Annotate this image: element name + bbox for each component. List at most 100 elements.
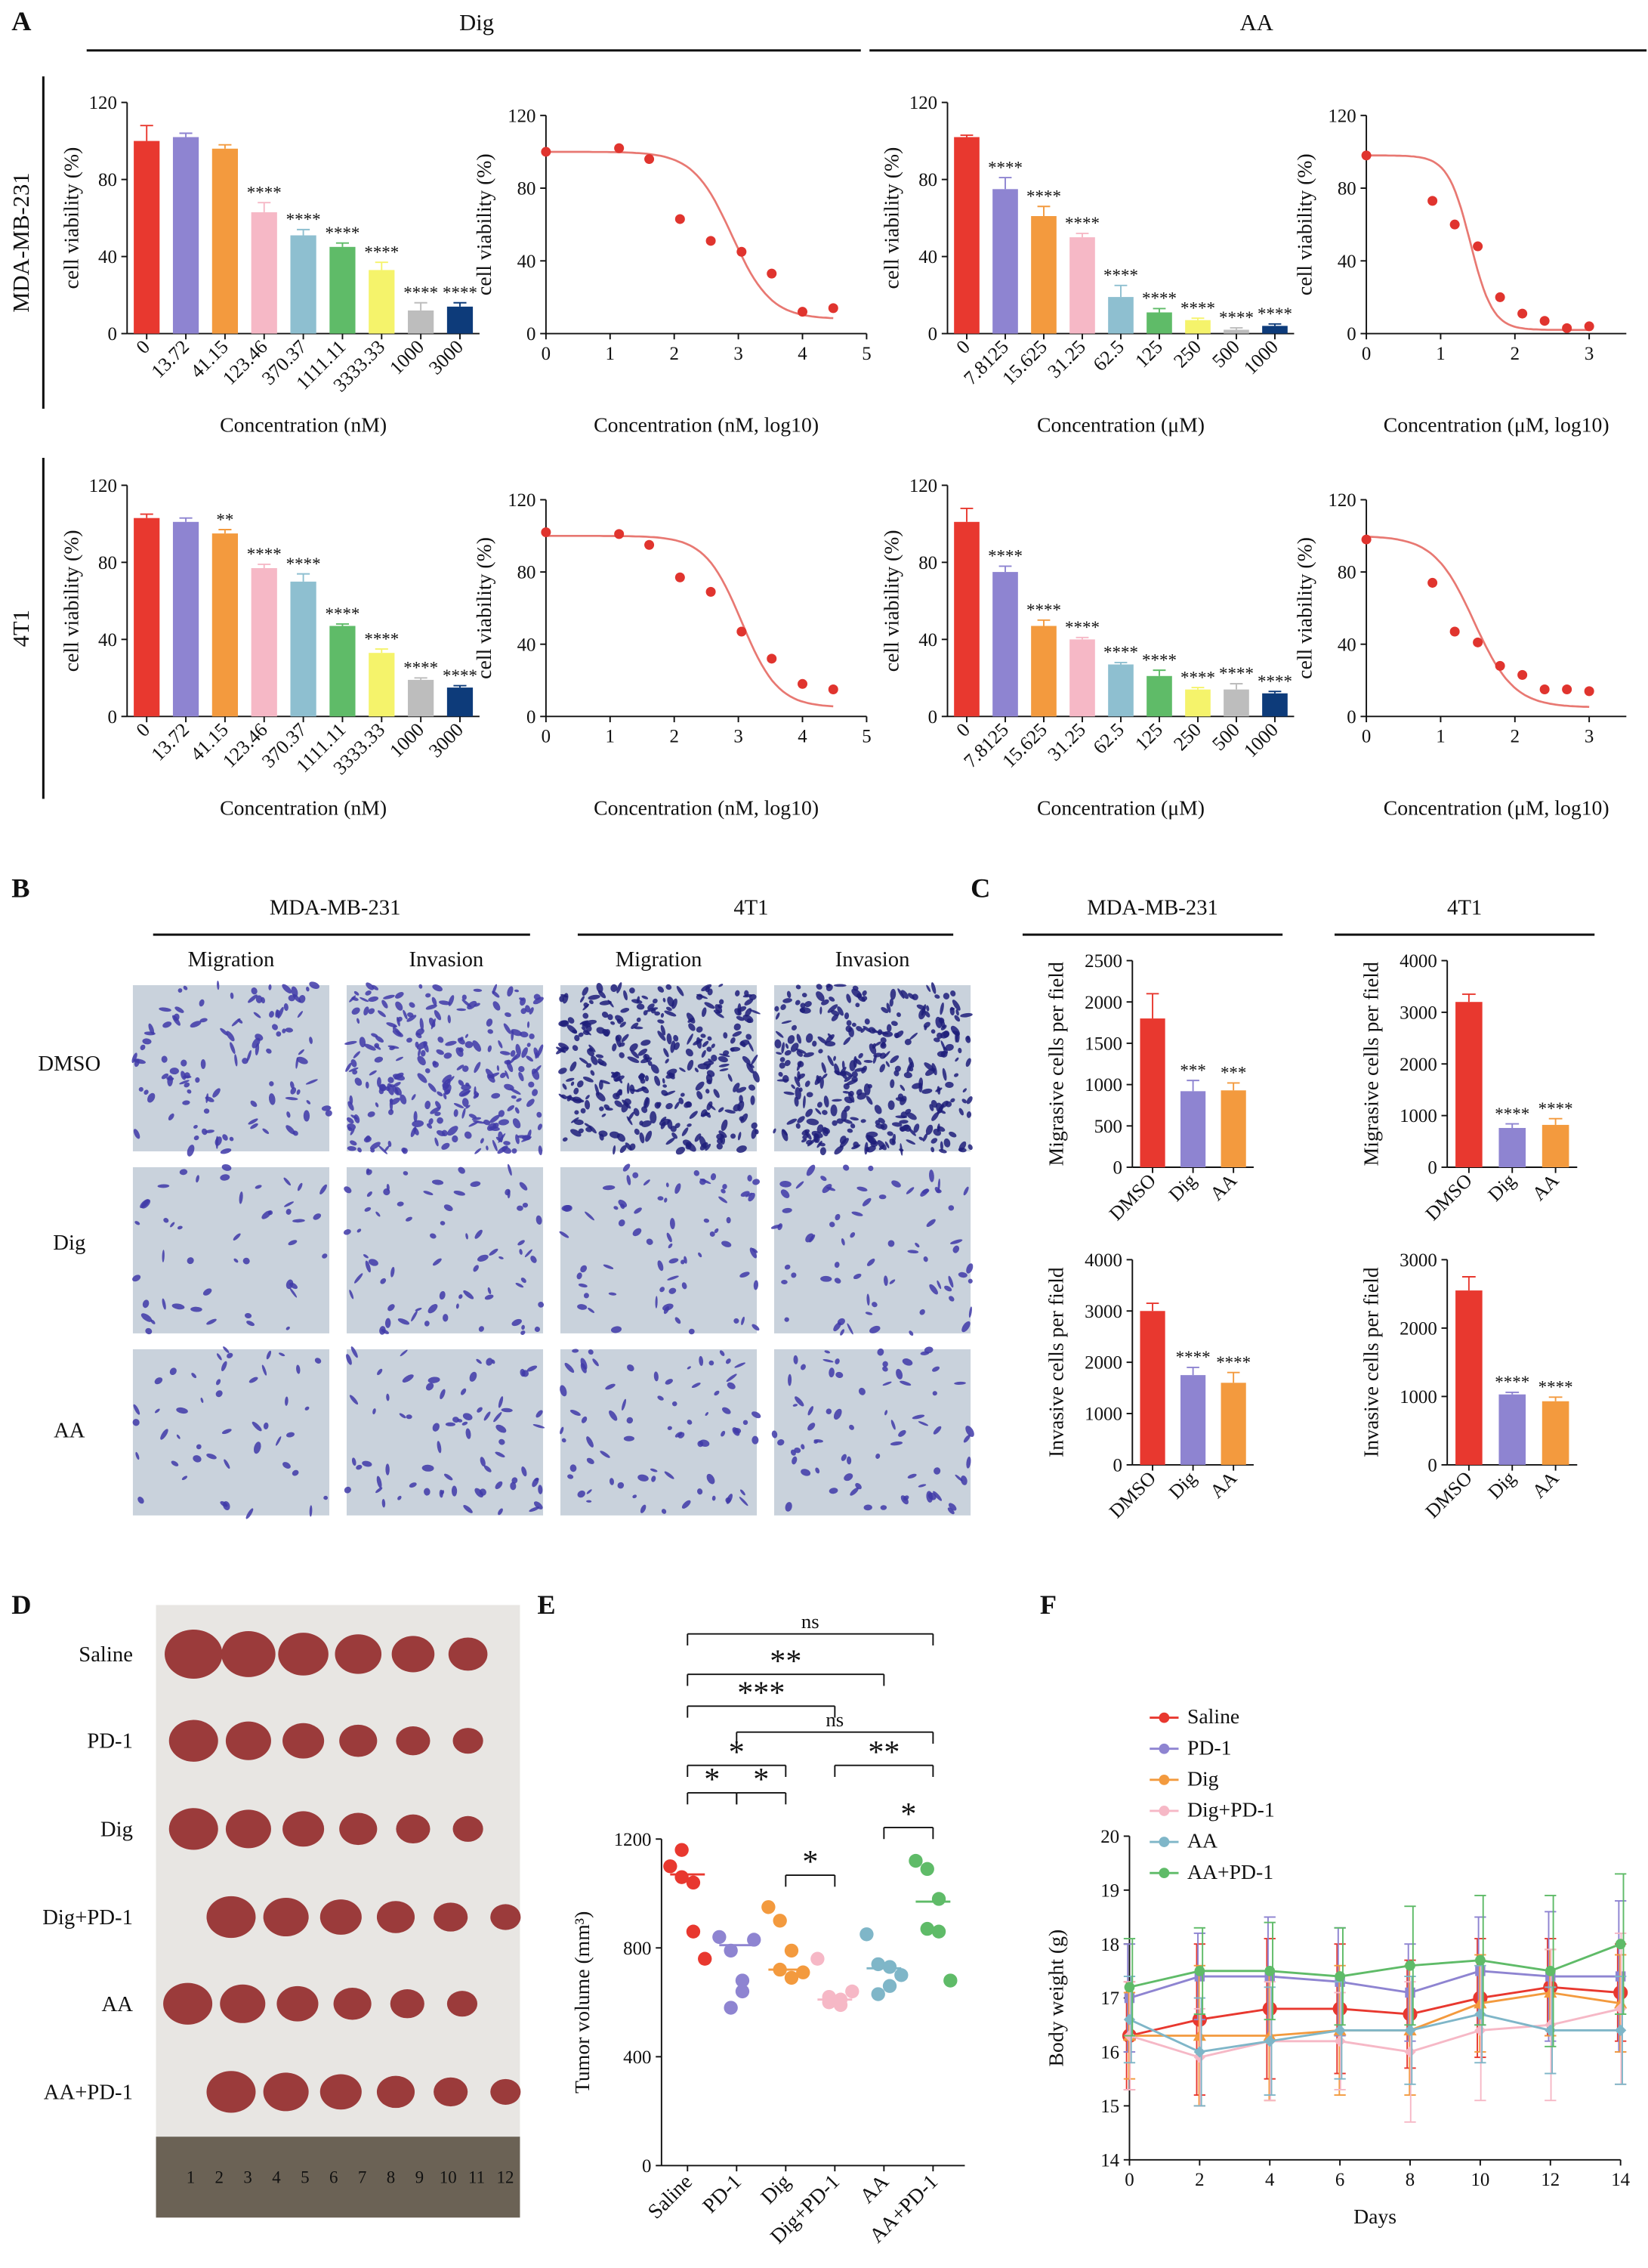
tumor <box>206 1896 256 1939</box>
chart-a2-data-point <box>614 143 625 153</box>
stained-cell <box>354 1273 363 1284</box>
chart-a5-category-label: 1000 <box>385 718 428 762</box>
chart-e-data-point <box>735 1984 750 1999</box>
stained-cell <box>688 1023 696 1031</box>
panel-letter-c: C <box>971 873 990 903</box>
stained-cell <box>596 983 603 993</box>
chart-a1-sig-label: **** <box>403 283 438 302</box>
stained-cell <box>468 1114 477 1119</box>
stained-cell <box>726 1216 731 1224</box>
micrograph-background <box>560 1166 758 1333</box>
stained-cell <box>531 1068 540 1080</box>
stained-cell <box>526 1055 534 1062</box>
stained-cell <box>640 1040 651 1046</box>
stained-cell <box>383 994 395 1000</box>
stained-cell <box>437 1441 442 1454</box>
stained-cell <box>719 1068 729 1072</box>
chart-e-y-tick-label: 800 <box>623 1939 651 1959</box>
chart-a8-data-point <box>1539 684 1550 694</box>
stained-cell <box>220 1174 230 1181</box>
stained-cell <box>893 1032 900 1038</box>
chart-e-sig-label: * <box>802 1845 818 1880</box>
stained-cell <box>525 1005 531 1013</box>
stained-cell <box>388 1109 394 1115</box>
stained-cell <box>931 1063 937 1076</box>
stained-cell <box>831 1014 839 1021</box>
stained-cell <box>199 1018 208 1023</box>
stained-cell <box>411 1310 418 1322</box>
stained-cell <box>170 1222 175 1228</box>
stained-cell <box>363 1006 369 1016</box>
stained-cell <box>889 1279 896 1284</box>
stained-cell <box>314 1358 322 1364</box>
stained-cell <box>344 1486 351 1494</box>
stained-cell <box>640 1078 646 1084</box>
chart-f-legend-marker <box>1159 1837 1170 1847</box>
stained-cell <box>514 1107 520 1114</box>
stained-cell <box>716 1143 724 1150</box>
stained-cell <box>569 1061 577 1072</box>
stained-cell <box>645 1130 653 1142</box>
stained-cell <box>907 1250 919 1254</box>
stained-cell <box>497 1145 508 1154</box>
stained-cell <box>634 1128 640 1136</box>
stained-cell <box>938 1017 945 1024</box>
stained-cell <box>681 1127 689 1136</box>
stained-cell <box>223 1346 230 1354</box>
stained-cell <box>619 1145 627 1154</box>
stained-cell <box>739 1095 743 1104</box>
stained-cell <box>181 1059 187 1067</box>
stained-cell <box>771 1430 778 1438</box>
stained-cell <box>364 1043 376 1051</box>
stained-cell <box>375 1036 384 1043</box>
stained-cell <box>495 1451 505 1458</box>
chart-a7-bar <box>1031 626 1057 717</box>
stained-cell <box>947 1507 955 1515</box>
stained-cell <box>680 1092 685 1097</box>
chart-f-marker <box>1475 1954 1486 1966</box>
stained-cell <box>777 1438 785 1446</box>
stained-cell <box>313 1213 322 1220</box>
stained-cell <box>203 1108 210 1114</box>
stained-cell <box>753 1280 759 1290</box>
stained-cell <box>696 1026 703 1033</box>
stained-cell <box>483 1119 491 1126</box>
stained-cell <box>514 989 520 993</box>
chart-a6-data-point <box>541 527 551 538</box>
stained-cell <box>585 1211 595 1221</box>
stained-cell <box>474 1003 480 1007</box>
stained-cell <box>665 984 672 990</box>
stained-cell <box>381 1499 386 1508</box>
stained-cell <box>484 1294 494 1300</box>
stained-cell <box>162 1298 166 1310</box>
stained-cell <box>966 1111 972 1118</box>
stained-cell <box>847 1092 855 1103</box>
chart-e-sig-label: ** <box>770 1644 801 1679</box>
stained-cell <box>145 1327 153 1335</box>
stained-cell <box>797 1071 801 1082</box>
stained-cell <box>351 1457 356 1466</box>
stained-cell <box>561 1205 572 1212</box>
stained-cell <box>893 1070 900 1077</box>
tumor <box>282 1811 325 1847</box>
chart-c2-bar <box>1498 1128 1526 1167</box>
panel-b-header-4t1: 4T1 <box>733 895 768 919</box>
chart-e-sig-label: * <box>704 1763 720 1797</box>
stained-cell <box>704 1002 715 1009</box>
stained-cell <box>633 1108 640 1117</box>
stained-cell <box>290 1081 295 1089</box>
chart-a6-x-tick-label: 5 <box>862 727 871 747</box>
stained-cell <box>410 1126 417 1138</box>
panel-c-header-mda: MDA-MB-231 <box>1087 895 1218 919</box>
stained-cell <box>693 1170 700 1176</box>
stained-cell <box>530 1256 537 1263</box>
stained-cell <box>298 995 306 1003</box>
stained-cell <box>253 1012 261 1018</box>
chart-a7-sig-label: **** <box>1065 618 1100 637</box>
stained-cell <box>929 1284 938 1295</box>
stained-cell <box>381 1329 390 1334</box>
chart-a5-category-label: 123.46 <box>218 718 272 772</box>
stained-cell <box>163 1218 169 1223</box>
stained-cell <box>839 1138 849 1148</box>
